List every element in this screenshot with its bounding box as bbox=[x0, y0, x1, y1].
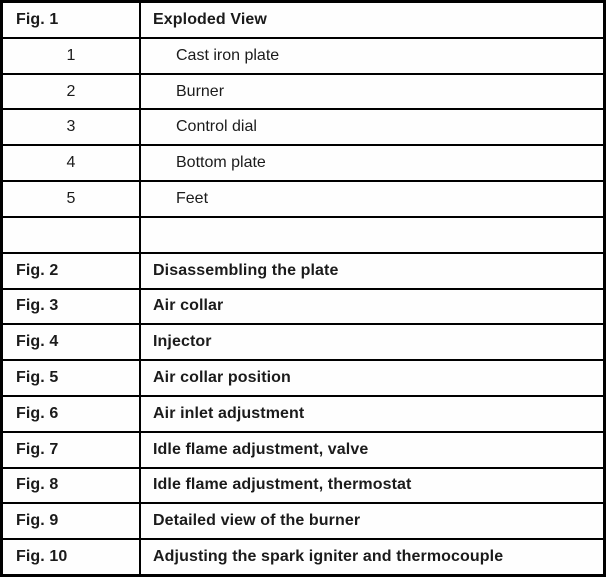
figure-label-cell: Fig. 5 bbox=[3, 361, 141, 395]
figure-label-cell: 2 bbox=[3, 74, 141, 109]
description-cell: Cast iron plate bbox=[176, 46, 280, 64]
description-cell: Air collar bbox=[153, 297, 224, 315]
description-cell: Disassembling the plate bbox=[153, 261, 339, 279]
figure-label-cell: Fig. 4 bbox=[3, 325, 141, 360]
description-cell: Detailed view of the burner bbox=[153, 512, 361, 530]
figure-label-cell: 1 bbox=[3, 38, 141, 73]
table-row: Fig. 8 Idle flame adjustment, thermostat bbox=[3, 468, 603, 505]
description-cell: Control dial bbox=[176, 118, 257, 136]
table-row: 3 Control dial bbox=[3, 110, 603, 147]
table-row: Fig. 10 Adjusting the spark igniter and … bbox=[3, 540, 603, 574]
figure-label-cell: Fig. 7 bbox=[3, 432, 141, 467]
table-row: Fig. 5 Air collar position bbox=[3, 361, 603, 397]
table-row: 1 Cast iron plate bbox=[3, 38, 603, 75]
table-row: Fig. 2 Disassembling the plate bbox=[3, 253, 603, 290]
figure-label-cell: Fig. 3 bbox=[3, 289, 141, 324]
description-cell: Injector bbox=[153, 333, 212, 351]
figure-label-cell: Fig. 1 bbox=[3, 3, 141, 37]
description-cell: Feet bbox=[176, 189, 209, 207]
figure-label-cell: Fig. 2 bbox=[3, 253, 141, 288]
figure-label-cell: 3 bbox=[3, 110, 141, 145]
table-row: Fig. 7 Idle flame adjustment, valve bbox=[3, 432, 603, 469]
figure-label-cell: Fig. 10 bbox=[3, 540, 141, 574]
figure-label-cell: Fig. 8 bbox=[3, 468, 141, 503]
figure-label-cell: Fig. 9 bbox=[3, 504, 141, 539]
description-cell: Exploded View bbox=[153, 10, 267, 28]
table-row: 5 Feet bbox=[3, 182, 603, 218]
description-cell: Air collar position bbox=[153, 369, 291, 387]
description-cell: Air inlet adjustment bbox=[153, 404, 305, 422]
description-cell: Idle flame adjustment, thermostat bbox=[153, 476, 412, 494]
table-row bbox=[3, 217, 603, 254]
table-row: 2 Burner bbox=[3, 74, 603, 111]
description-cell: Bottom plate bbox=[176, 154, 266, 172]
description-cell: Idle flame adjustment, valve bbox=[153, 440, 369, 458]
figure-label-cell: Fig. 6 bbox=[3, 396, 141, 431]
description-cell: Adjusting the spark igniter and thermoco… bbox=[153, 548, 504, 566]
table-row: 4 Bottom plate bbox=[3, 146, 603, 183]
table-row: Fig. 4 Injector bbox=[3, 325, 603, 362]
table-row: Fig. 1 Exploded View bbox=[3, 3, 603, 39]
description-cell: Burner bbox=[176, 82, 225, 100]
figure-label-cell: 5 bbox=[3, 182, 141, 216]
description-cell bbox=[141, 218, 603, 252]
figure-label-cell: 4 bbox=[3, 146, 141, 181]
table-row: Fig. 9 Detailed view of the burner bbox=[3, 504, 603, 541]
table-row: Fig. 6 Air inlet adjustment bbox=[3, 396, 603, 433]
table-row: Fig. 3 Air collar bbox=[3, 289, 603, 326]
figure-label-cell bbox=[3, 217, 141, 252]
